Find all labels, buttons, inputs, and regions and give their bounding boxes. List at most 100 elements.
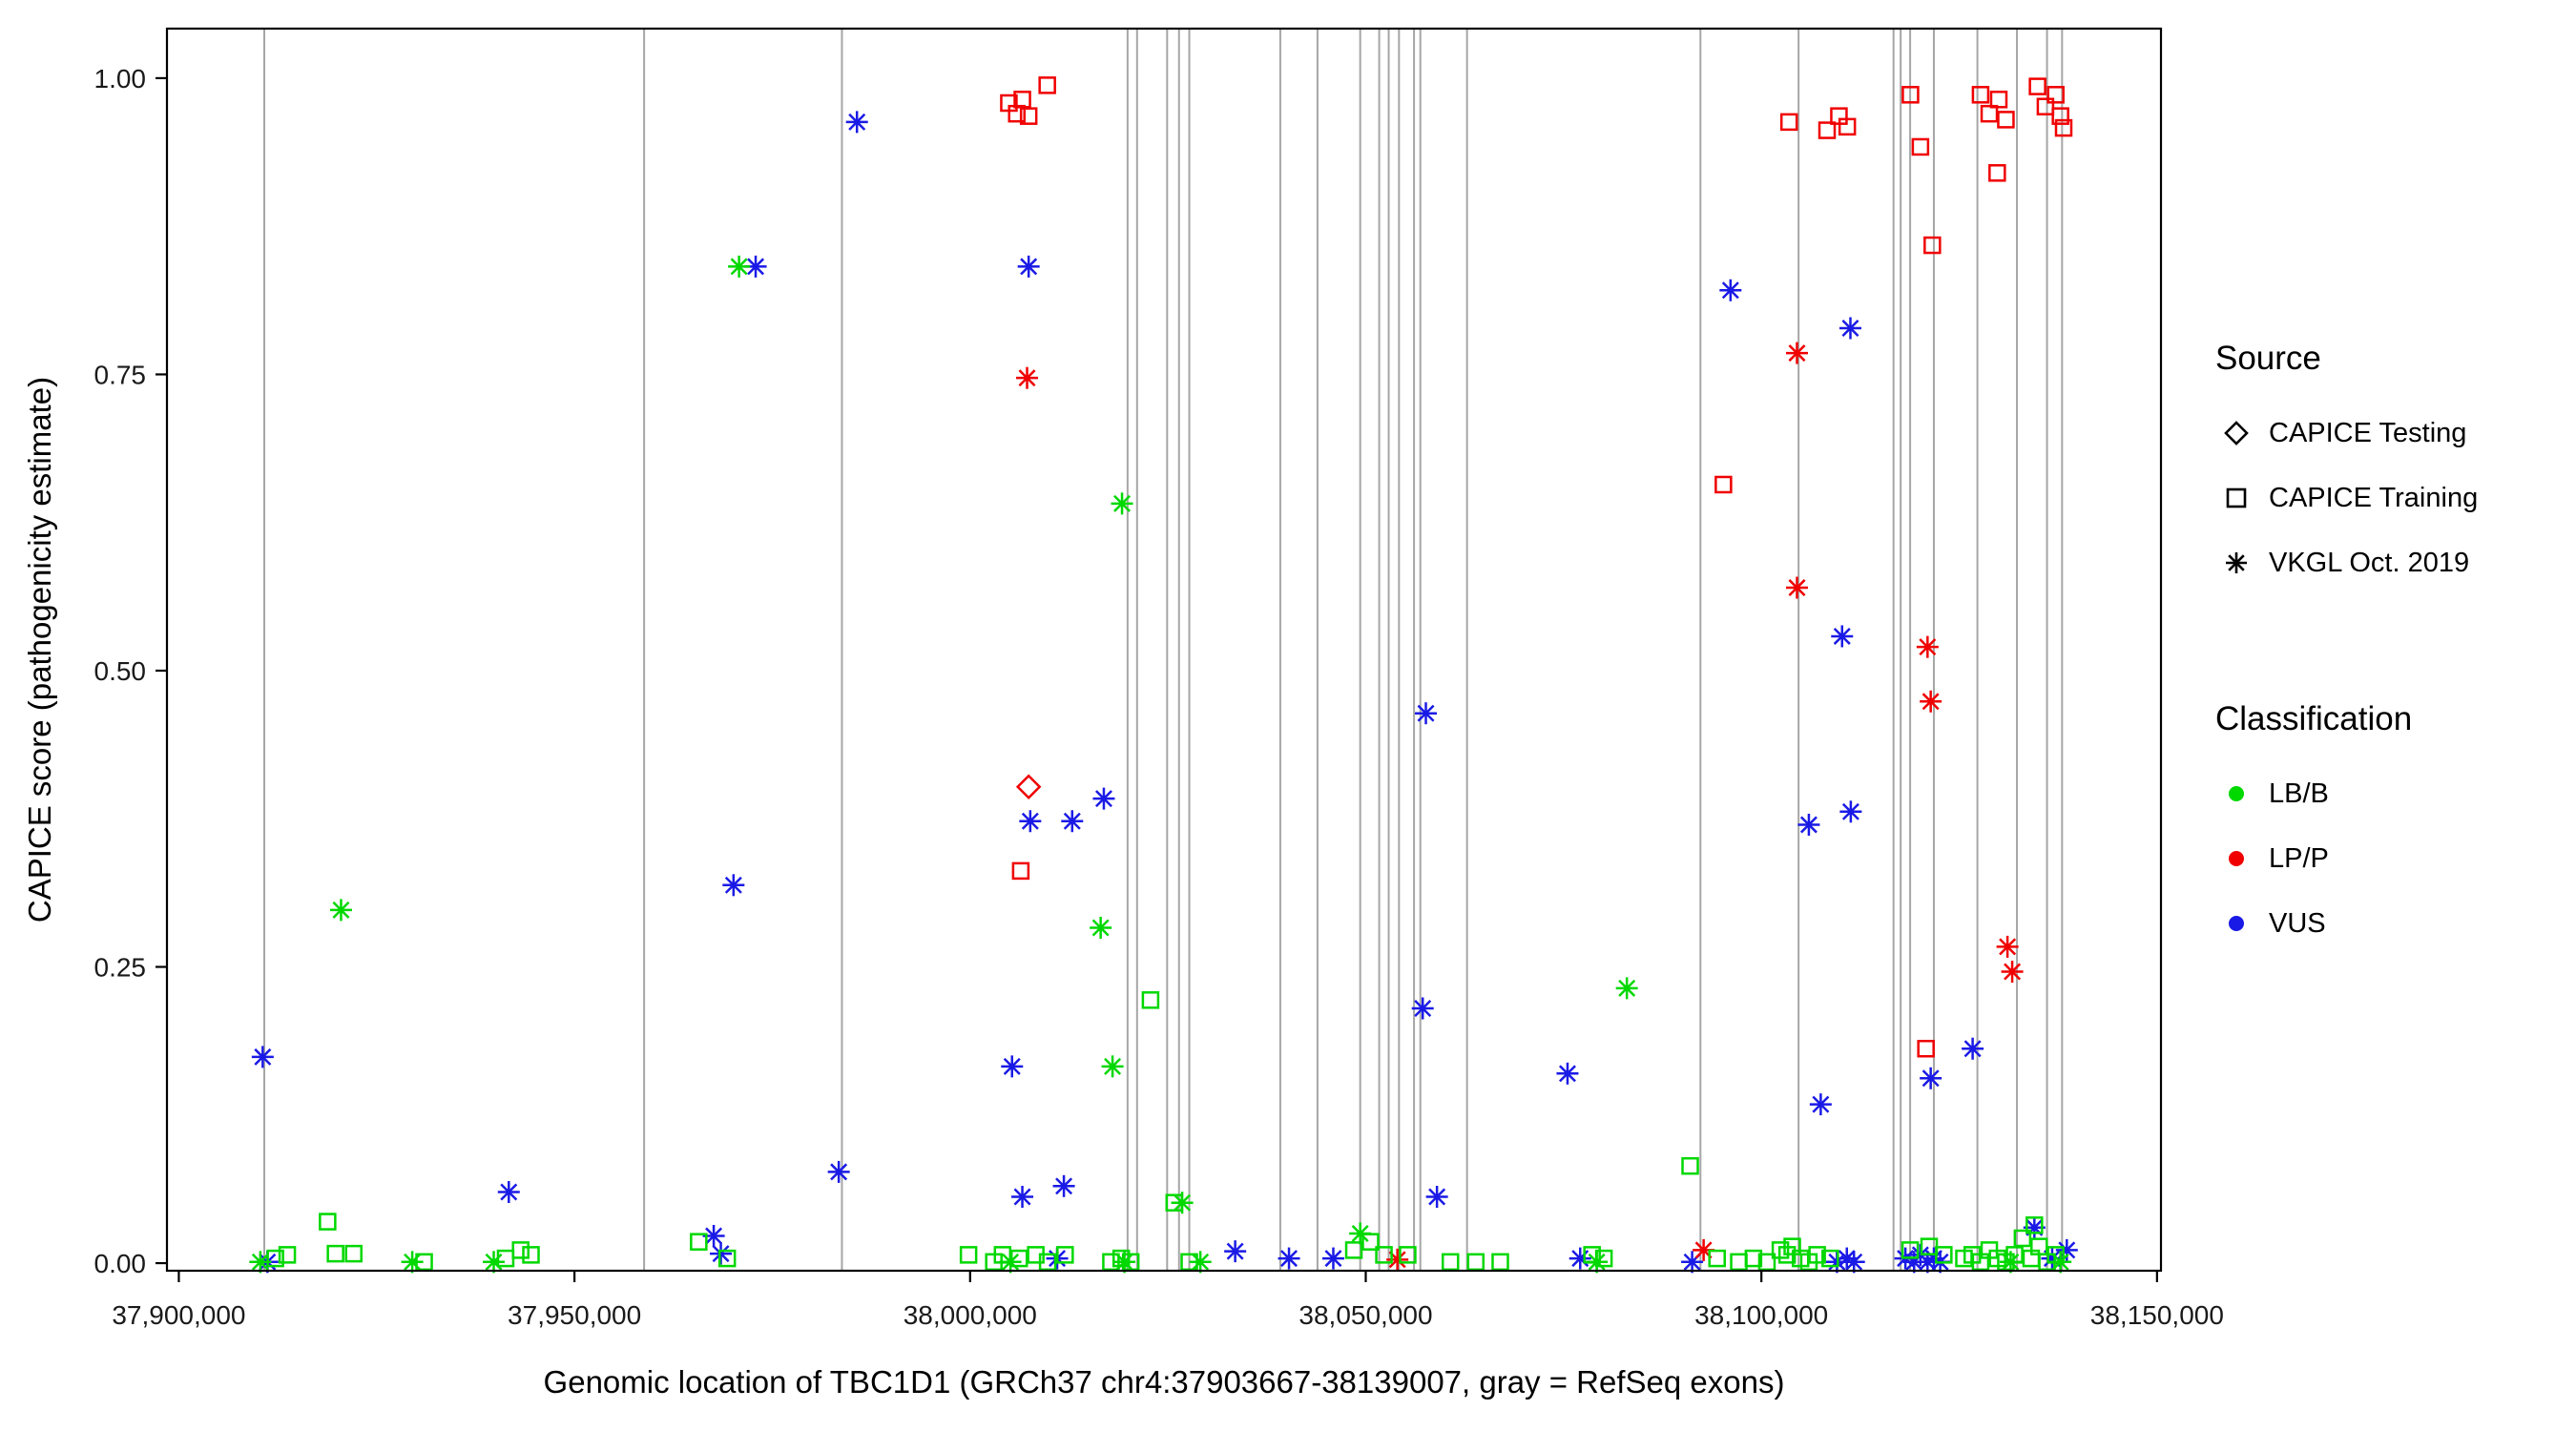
data-point [1839,800,1862,823]
y-tick-label: 0.00 [94,1249,147,1278]
data-point [1583,1246,1601,1264]
data-point [1838,117,1857,136]
legend-item-capice-testing: CAPICE Testing [2215,401,2478,466]
data-point [710,1242,733,1265]
legend-item-lbb: LB/B [2215,761,2478,826]
panel-border [165,27,2163,1273]
data-point [845,111,868,134]
green-dot-icon [2229,786,2244,801]
data-point [1399,1246,1417,1264]
data-point [1842,1251,1865,1274]
blue-dot-icon [2229,916,2244,931]
data-point [1922,1247,1945,1270]
data-point [1415,702,1438,725]
data-point [1568,1247,1591,1270]
legend-item-label: LP/P [2269,842,2329,874]
data-point [1189,1251,1212,1274]
data-point [1785,342,1808,364]
data-point [1808,1246,1826,1264]
data-point [722,874,745,897]
square-icon [2226,487,2247,508]
data-point [1916,635,1939,658]
y-tick-label: 0.25 [94,953,147,983]
data-point [1785,576,1808,599]
x-axis-title: Genomic location of TBC1D1 (GRCh37 chr4:… [543,1364,1785,1400]
data-point [1009,1249,1028,1268]
data-point [1101,1055,1124,1078]
data-point [717,1249,737,1268]
data-point [1809,1093,1832,1116]
x-tick-label: 37,950,000 [508,1300,641,1330]
y-tick-label: 0.50 [94,656,147,686]
data-point [1920,1067,1942,1089]
data-point [1818,121,1837,139]
legend-classification-section: Classification LB/B LP/P VUS [2215,700,2478,956]
data-point [993,1246,1012,1264]
data-point [1092,787,1115,810]
data-point [511,1241,530,1259]
data-point [728,255,751,278]
data-point [1441,1253,1460,1272]
data-point [483,1251,506,1274]
data-point [1923,236,1942,255]
data-point [1821,1249,1839,1268]
data-point [326,1244,344,1263]
data-point [1278,1247,1300,1270]
red-dot-icon [2229,851,2244,866]
data-point [2005,1246,2024,1264]
data-point [1052,1174,1075,1197]
y-axis-title: CAPICE score (pathogenicity estimate) [22,376,57,923]
legend-item-vkgl: VKGL Oct. 2019 [2215,530,2478,595]
data-point [827,1160,850,1183]
data-point [1757,1253,1776,1272]
data-point [690,1233,708,1251]
data-point [1017,255,1040,278]
data-point [1797,813,1820,836]
legend: Source CAPICE Testing CAPICE Training [2215,340,2478,956]
data-point [1466,1253,1485,1272]
data-point [2046,86,2065,104]
data-point [1375,1246,1393,1264]
data-point [2055,1238,2078,1261]
data-point [1779,113,1798,132]
data-point [1831,625,1854,648]
data-point [1962,1037,1984,1060]
data-point [1001,1055,1024,1078]
data-point [1038,76,1056,94]
data-point [1594,1249,1613,1268]
data-point [1744,1249,1763,1268]
data-point [1980,104,1999,123]
data-point [1988,164,2006,182]
data-point [2025,1216,2044,1234]
data-point [1425,1185,1448,1208]
data-point [1839,317,1861,340]
data-point [1056,1246,1074,1264]
legend-source-section: Source CAPICE Testing CAPICE Training [2215,340,2478,595]
legend-source-title: Source [2215,340,2321,377]
data-point [1121,1253,1140,1272]
data-point [1708,1249,1726,1268]
x-tick-label: 38,100,000 [1694,1300,1828,1330]
data-point [2013,1229,2032,1248]
data-point [1011,1185,1034,1208]
data-point [1038,1253,1057,1272]
data-point [1615,977,1638,1000]
data-point [1719,279,1742,301]
y-tick-label: 1.00 [94,64,147,93]
legend-item-label: VKGL Oct. 2019 [2269,547,2470,578]
data-point [1224,1240,1247,1263]
data-point [1061,810,1084,833]
data-point [1165,1193,1184,1212]
data-point [1935,1246,1953,1264]
data-point [2036,97,2055,115]
data-point [1971,86,1990,104]
data-point [415,1253,433,1272]
data-point [2051,107,2069,125]
data-point [1090,917,1112,940]
legend-item-lpp: LP/P [2215,826,2478,891]
data-point [1411,997,1434,1020]
data-point [1917,1039,1935,1058]
data-point [1901,1241,1920,1259]
x-tick-label: 38,050,000 [1298,1300,1432,1330]
